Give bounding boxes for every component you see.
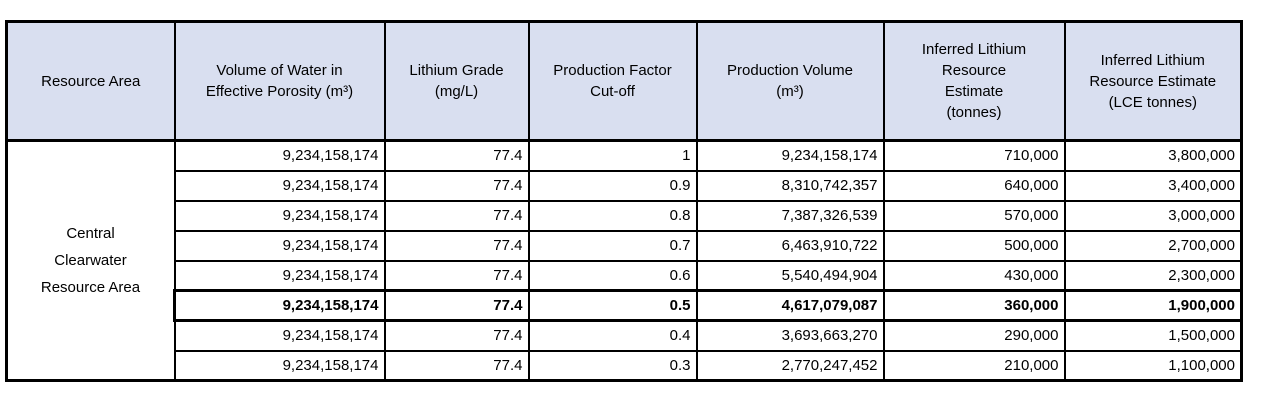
header-line: Estimate	[944, 83, 1004, 100]
cell-lithium-grade: 77.4	[383, 289, 530, 322]
lithium-resource-estimate-table: Resource Area Volume of Water in Effecti…	[5, 20, 1243, 382]
cell-resource-tonnes: 430,000	[882, 259, 1066, 292]
cell-cutoff: 1	[527, 139, 698, 172]
header-production-volume: Production Volume (m³)	[695, 20, 885, 142]
cell-lithium-grade: 77.4	[383, 139, 530, 172]
header-line: Volume of Water in	[216, 62, 343, 79]
cell-lce-tonnes: 1,500,000	[1063, 319, 1243, 352]
cell-lithium-grade: 77.4	[383, 169, 530, 202]
header-line: Cut-off	[590, 83, 635, 100]
header-line: Resource	[941, 62, 1007, 79]
header-line: (LCE tonnes)	[1108, 93, 1197, 111]
cell-volume-water: 9,234,158,174	[173, 169, 386, 202]
cell-production-volume: 6,463,910,722	[695, 229, 885, 262]
cell-lithium-grade: 77.4	[383, 349, 530, 382]
header-line: Production Factor	[553, 62, 672, 79]
table-row: Central Clearwater Resource Area 9,234,1…	[5, 139, 1243, 382]
header-line: (m³)	[776, 83, 804, 100]
header-line: Resource Area	[41, 72, 141, 90]
cell-cutoff: 0.7	[527, 229, 698, 262]
cell-lithium-grade: 77.4	[383, 259, 530, 292]
cell-resource-tonnes: 710,000	[882, 139, 1066, 172]
table-row: 9,234,158,174 77.4 0.9 8,310,742,357 640…	[7, 169, 1243, 202]
cell-production-volume: 2,770,247,452	[695, 349, 885, 382]
cell-lce-tonnes: 3,000,000	[1063, 199, 1243, 232]
resource-area-line: Central	[66, 225, 115, 242]
cell-cutoff: 0.9	[527, 169, 698, 202]
table-row: 9,234,158,174 77.4 0.8 7,387,326,539 570…	[7, 199, 1243, 232]
cell-production-volume: 9,234,158,174	[695, 139, 885, 172]
table-row: 9,234,158,174 77.4 0.7 6,463,910,722 500…	[7, 229, 1243, 262]
cell-lce-tonnes: 3,400,000	[1063, 169, 1243, 202]
cell-cutoff: 0.3	[527, 349, 698, 382]
table-row-highlighted: 9,234,158,174 77.4 0.5 4,617,079,087 360…	[7, 289, 1243, 322]
cell-cutoff: 0.8	[527, 199, 698, 232]
table-row: 9,234,158,174 77.4 0.4 3,693,663,270 290…	[7, 319, 1243, 352]
header-line: Effective Porosity (m³)	[205, 83, 354, 100]
header-line: Production Volume	[727, 62, 853, 79]
table-header-row: Resource Area Volume of Water in Effecti…	[5, 20, 1243, 142]
cell-lce-tonnes: 1,900,000	[1063, 289, 1243, 322]
header-line: Resource Estimate	[1089, 72, 1217, 90]
cell-cutoff: 0.6	[527, 259, 698, 292]
cell-volume-water: 9,234,158,174	[173, 259, 386, 292]
header-line: (mg/L)	[434, 83, 479, 100]
header-resource-area: Resource Area	[5, 20, 176, 142]
cell-resource-tonnes: 570,000	[882, 199, 1066, 232]
header-volume-of-water: Volume of Water in Effective Porosity (m…	[173, 20, 386, 142]
header-line: (tonnes)	[946, 104, 1002, 121]
header-production-factor-cutoff: Production Factor Cut-off	[527, 20, 698, 142]
cell-lce-tonnes: 2,300,000	[1063, 259, 1243, 292]
cell-resource-tonnes: 360,000	[882, 289, 1066, 322]
cell-lithium-grade: 77.4	[383, 199, 530, 232]
header-inferred-resource-tonnes: Inferred Lithium Resource Estimate (tonn…	[882, 20, 1066, 142]
cell-volume-water: 9,234,158,174	[173, 289, 386, 322]
cell-volume-water: 9,234,158,174	[173, 199, 386, 232]
table-row: 9,234,158,174 77.4 0.6 5,540,494,904 430…	[7, 259, 1243, 292]
cell-lithium-grade: 77.4	[383, 229, 530, 262]
cell-cutoff: 0.5	[527, 289, 698, 322]
cell-resource-tonnes: 640,000	[882, 169, 1066, 202]
cell-production-volume: 3,693,663,270	[695, 319, 885, 352]
resource-area-cell: Central Clearwater Resource Area	[5, 139, 176, 382]
cell-production-volume: 8,310,742,357	[695, 169, 885, 202]
cell-cutoff: 0.4	[527, 319, 698, 352]
resource-area-line: Resource Area	[40, 279, 141, 296]
cell-volume-water: 9,234,158,174	[173, 139, 386, 172]
header-line: Lithium Grade	[409, 62, 504, 79]
cell-lce-tonnes: 1,100,000	[1063, 349, 1243, 382]
cell-production-volume: 7,387,326,539	[695, 199, 885, 232]
cell-production-volume: 5,540,494,904	[695, 259, 885, 292]
header-lithium-grade: Lithium Grade (mg/L)	[383, 20, 530, 142]
cell-resource-tonnes: 210,000	[882, 349, 1066, 382]
header-line: Inferred Lithium	[921, 41, 1027, 58]
cell-lithium-grade: 77.4	[383, 319, 530, 352]
cell-lce-tonnes: 3,800,000	[1063, 139, 1243, 172]
header-inferred-resource-lce: Inferred Lithium Resource Estimate (LCE …	[1063, 20, 1243, 142]
cell-resource-tonnes: 290,000	[882, 319, 1066, 352]
cell-lce-tonnes: 2,700,000	[1063, 229, 1243, 262]
cell-volume-water: 9,234,158,174	[173, 319, 386, 352]
cell-volume-water: 9,234,158,174	[173, 349, 386, 382]
cell-production-volume: 4,617,079,087	[695, 289, 885, 322]
cell-volume-water: 9,234,158,174	[173, 229, 386, 262]
resource-area-line: Clearwater	[54, 252, 127, 269]
header-line: Inferred Lithium	[1100, 51, 1205, 69]
table-row: 9,234,158,174 77.4 0.3 2,770,247,452 210…	[7, 349, 1243, 382]
cell-resource-tonnes: 500,000	[882, 229, 1066, 262]
